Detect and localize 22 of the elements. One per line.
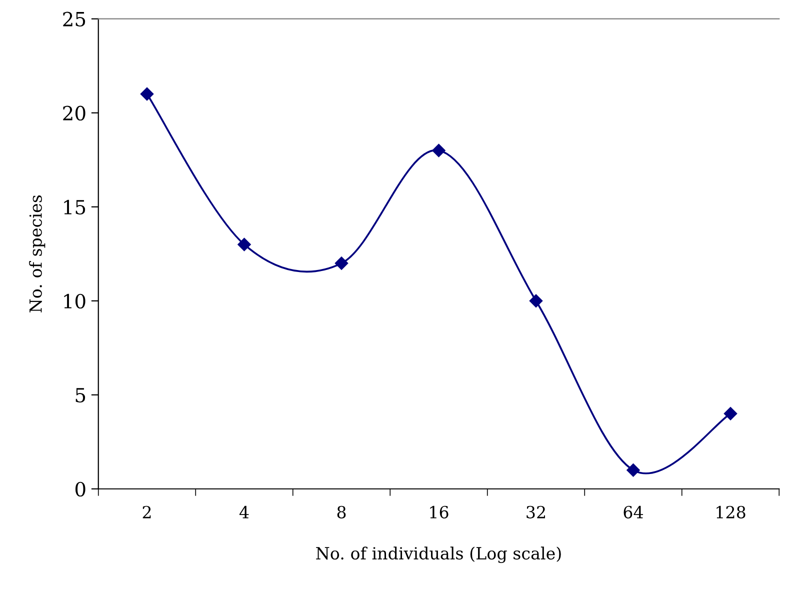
y-tick-label: 15 <box>64 200 86 215</box>
y-tick-label: 25 <box>63 12 86 27</box>
x-axis-title: No. of individuals (Log scale) <box>316 546 561 564</box>
x-tick-label: 16 <box>430 506 448 518</box>
point <box>529 294 543 308</box>
y-axis-title: No. of species <box>29 195 46 312</box>
point <box>626 463 640 477</box>
point <box>334 256 348 270</box>
x-tick-label: 32 <box>526 506 545 518</box>
x-tick-label: 128 <box>716 506 746 518</box>
point <box>432 144 446 158</box>
x-tick-label: 8 <box>337 506 346 518</box>
y-tick-label: 20 <box>63 106 86 121</box>
y-tick-label: 10 <box>64 294 86 309</box>
point <box>238 238 251 252</box>
point <box>724 407 738 420</box>
x-tick-label: 4 <box>239 506 249 518</box>
x-tick-label: 2 <box>142 506 151 518</box>
y-tick-label: 0 <box>75 482 86 497</box>
point <box>140 87 154 101</box>
x-tick-label: 64 <box>624 506 644 518</box>
y-tick-label: 5 <box>76 388 86 403</box>
